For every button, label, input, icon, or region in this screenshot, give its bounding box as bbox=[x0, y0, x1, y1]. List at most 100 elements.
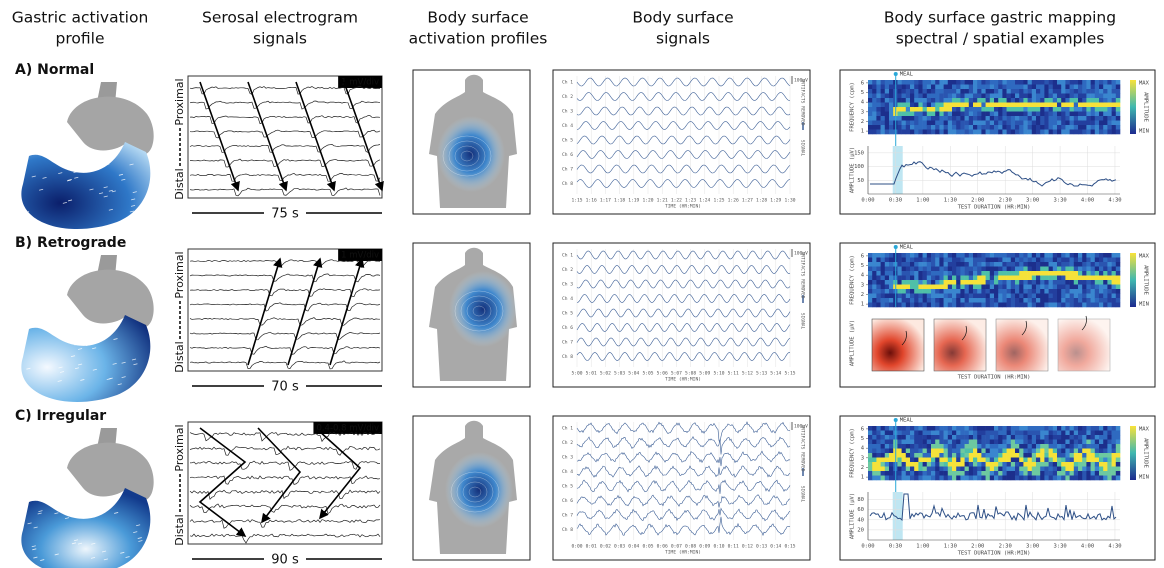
spectrogram-cell bbox=[948, 85, 953, 90]
spectrogram-cell bbox=[944, 458, 949, 463]
spectrogram-cell bbox=[1036, 435, 1041, 440]
spectrogram-cell bbox=[885, 440, 890, 445]
spectrogram-cell bbox=[1057, 458, 1062, 463]
spectrogram-cell bbox=[1053, 89, 1058, 94]
spectrogram-cell bbox=[994, 444, 999, 449]
spectrogram-cell bbox=[876, 80, 881, 85]
spectrogram-cell bbox=[927, 80, 932, 85]
spectrogram-cell bbox=[1086, 476, 1091, 481]
spectrogram-cell bbox=[881, 467, 886, 472]
spectrogram-cell bbox=[990, 121, 995, 126]
spectrogram-cell bbox=[969, 298, 974, 303]
spectrogram-cell bbox=[918, 80, 923, 85]
spectrogram-cell bbox=[1053, 431, 1058, 436]
spectrogram-cell bbox=[1032, 258, 1037, 263]
spectrogram-cell bbox=[939, 294, 944, 299]
spectrogram-cell bbox=[998, 103, 1003, 108]
spectrogram-cell bbox=[897, 267, 902, 272]
spectrogram-cell bbox=[923, 444, 928, 449]
spectrogram-cell bbox=[1078, 453, 1083, 458]
spectrogram-cell bbox=[889, 103, 894, 108]
spectrogram-cell bbox=[1070, 80, 1075, 85]
meal-label: MEAL bbox=[900, 418, 914, 424]
spectrogram-cell bbox=[923, 85, 928, 90]
spectrogram-cell bbox=[960, 262, 965, 267]
spectrogram-cell bbox=[923, 94, 928, 99]
spectrogram-cell bbox=[1011, 258, 1016, 263]
spectrogram-cell bbox=[990, 125, 995, 130]
spectrogram-cell bbox=[960, 258, 965, 263]
spectrogram-cell bbox=[1099, 267, 1104, 272]
spectrogram-cell bbox=[914, 276, 919, 281]
spectrogram-cell bbox=[1103, 294, 1108, 299]
spectrogram-cell bbox=[931, 262, 936, 267]
spectrogram-cell bbox=[1007, 453, 1012, 458]
spectrogram-cell bbox=[1011, 458, 1016, 463]
spectrogram-cell bbox=[990, 253, 995, 258]
spectrogram-cell bbox=[1049, 289, 1054, 294]
spectrogram-cell bbox=[1036, 98, 1041, 103]
spectrogram-cell bbox=[910, 431, 915, 436]
spectrogram-cell bbox=[923, 116, 928, 121]
spectrogram-cell bbox=[986, 121, 991, 126]
spectrogram-cell bbox=[931, 285, 936, 290]
spectrogram-cell bbox=[906, 80, 911, 85]
spectrogram-cell bbox=[918, 107, 923, 112]
spectrogram-cell bbox=[1061, 94, 1066, 99]
spectrogram-cell bbox=[1112, 294, 1117, 299]
spectrogram-cell bbox=[1015, 435, 1020, 440]
spectrogram-cell bbox=[1036, 103, 1041, 108]
spectrogram-cell bbox=[876, 294, 881, 299]
spectrogram-cell bbox=[944, 89, 949, 94]
spectrogram-cell bbox=[952, 435, 957, 440]
spectrogram-cell bbox=[881, 107, 886, 112]
spectrogram-cell bbox=[923, 440, 928, 445]
spectrogram-cell bbox=[1040, 440, 1045, 445]
spectrogram-cell bbox=[944, 285, 949, 290]
scale-label: 1 mV/div bbox=[341, 251, 379, 261]
spectrogram-cell bbox=[881, 85, 886, 90]
spectrogram-cell bbox=[1099, 98, 1104, 103]
spectrogram-cell bbox=[1065, 280, 1070, 285]
spectrogram-cell bbox=[897, 435, 902, 440]
spectrogram-cell bbox=[948, 94, 953, 99]
spectrogram-cell bbox=[1103, 125, 1108, 130]
spectrogram-cell bbox=[897, 471, 902, 476]
spectrogram-cell bbox=[990, 458, 995, 463]
spectrogram-cell bbox=[1049, 280, 1054, 285]
spectrogram-cell bbox=[897, 440, 902, 445]
spectrogram-cell bbox=[876, 435, 881, 440]
spectrogram-cell bbox=[872, 289, 877, 294]
spectrogram-cell bbox=[1019, 98, 1024, 103]
spectrogram-cell bbox=[1086, 444, 1091, 449]
spectrogram-cell bbox=[1082, 276, 1087, 281]
spectrogram-cell bbox=[897, 449, 902, 454]
spectrogram-cell bbox=[965, 431, 970, 436]
spectrogram-cell bbox=[1049, 462, 1054, 467]
spectrogram-cell bbox=[910, 449, 915, 454]
spectrogram-cell bbox=[1078, 458, 1083, 463]
distal-label: Distal bbox=[173, 341, 186, 372]
spectrogram-cell bbox=[944, 98, 949, 103]
spectrogram-cell bbox=[1032, 125, 1037, 130]
spectrogram-cell bbox=[948, 271, 953, 276]
spectrogram-cell bbox=[1023, 130, 1028, 135]
spectrogram-cell bbox=[1061, 80, 1066, 85]
spectrogram-cell bbox=[960, 435, 965, 440]
spectrogram-cell bbox=[1112, 303, 1117, 308]
spectrogram-cell bbox=[956, 303, 961, 308]
spectrogram-cell bbox=[969, 285, 974, 290]
spectrogram-cell bbox=[1074, 107, 1079, 112]
spectrogram-cell bbox=[1057, 440, 1062, 445]
spectrogram-cell bbox=[918, 112, 923, 117]
spectrogram-cell bbox=[906, 130, 911, 135]
spectrogram-cell bbox=[927, 294, 932, 299]
spectrogram-cell bbox=[1095, 449, 1100, 454]
time-tick: 1:20 bbox=[642, 198, 653, 204]
spectrogram-cell bbox=[948, 435, 953, 440]
spectrogram-cell bbox=[918, 280, 923, 285]
spectrogram-cell bbox=[1078, 107, 1083, 112]
spectrogram-cell bbox=[923, 112, 928, 117]
spectrogram-cell bbox=[885, 258, 890, 263]
spectrogram-cell bbox=[1065, 107, 1070, 112]
